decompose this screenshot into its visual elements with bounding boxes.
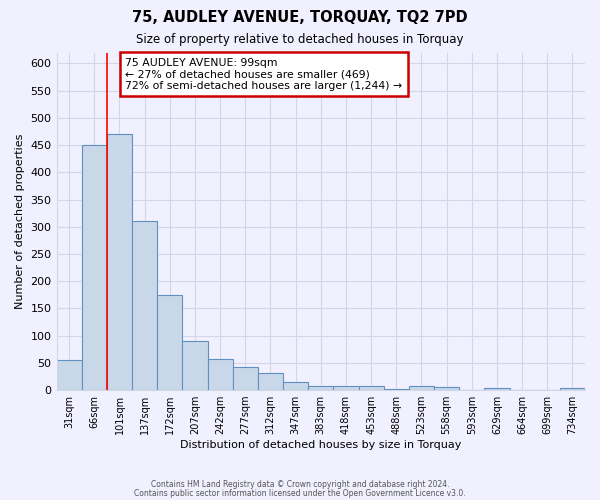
Bar <box>484 388 509 390</box>
Y-axis label: Number of detached properties: Number of detached properties <box>15 134 25 309</box>
Text: 75, AUDLEY AVENUE, TORQUAY, TQ2 7PD: 75, AUDLEY AVENUE, TORQUAY, TQ2 7PD <box>132 10 468 25</box>
Bar <box>233 366 258 390</box>
Bar <box>182 341 208 390</box>
Bar <box>107 134 132 390</box>
Bar <box>82 145 107 390</box>
Bar <box>409 386 434 390</box>
Bar <box>434 388 459 390</box>
Bar <box>383 389 409 390</box>
X-axis label: Distribution of detached houses by size in Torquay: Distribution of detached houses by size … <box>180 440 461 450</box>
Text: Size of property relative to detached houses in Torquay: Size of property relative to detached ho… <box>136 32 464 46</box>
Bar <box>258 372 283 390</box>
Bar <box>560 388 585 390</box>
Bar <box>208 358 233 390</box>
Bar <box>334 386 359 390</box>
Bar <box>359 386 383 390</box>
Bar <box>308 386 334 390</box>
Bar <box>283 382 308 390</box>
Text: Contains public sector information licensed under the Open Government Licence v3: Contains public sector information licen… <box>134 488 466 498</box>
Bar <box>157 295 182 390</box>
Text: 75 AUDLEY AVENUE: 99sqm
← 27% of detached houses are smaller (469)
72% of semi-d: 75 AUDLEY AVENUE: 99sqm ← 27% of detache… <box>125 58 403 91</box>
Text: Contains HM Land Registry data © Crown copyright and database right 2024.: Contains HM Land Registry data © Crown c… <box>151 480 449 489</box>
Bar <box>56 360 82 390</box>
Bar <box>132 222 157 390</box>
